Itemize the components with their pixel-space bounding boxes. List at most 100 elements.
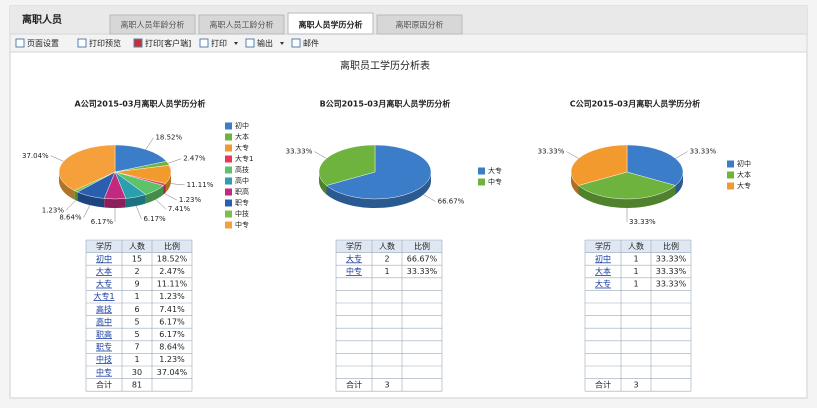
legend-swatch (727, 160, 734, 168)
tab[interactable] (376, 14, 463, 35)
pie-slice-side (77, 191, 105, 208)
tab[interactable] (198, 14, 285, 35)
table-header: 人数 (129, 241, 145, 251)
toolbar-button[interactable]: 打印 (211, 38, 227, 48)
table-total: 81 (132, 380, 142, 389)
pie-slice (326, 144, 432, 200)
table-link[interactable]: 高中 (96, 316, 112, 326)
leader-line (145, 137, 154, 150)
table-cell: 2 (384, 254, 389, 263)
leader-line (135, 205, 142, 220)
toolbar-icon (291, 38, 301, 48)
table-link[interactable]: 大本 (595, 266, 611, 276)
toolbar (9, 33, 808, 53)
data-label: 33.33% (629, 218, 656, 226)
leader-line (566, 151, 579, 159)
data-label: 1.23% (42, 206, 65, 214)
legend-label: 中技 (235, 209, 249, 218)
table-header-bg (336, 240, 442, 253)
table-link[interactable]: 大本 (96, 266, 112, 276)
legend-label: 大专 (737, 181, 751, 190)
legend-swatch (225, 155, 232, 163)
table-link[interactable]: 大专 (96, 279, 112, 289)
table-header: 比例 (164, 241, 180, 251)
leader-line (314, 151, 327, 159)
table-total: 合计 (346, 379, 362, 389)
table-total: 3 (633, 380, 638, 389)
table-link[interactable]: 中技 (96, 354, 112, 364)
pie-slice-side (675, 172, 683, 195)
leader-line (675, 151, 688, 159)
pie-slice-side (319, 172, 327, 195)
toolbar-button[interactable]: 页面设置 (27, 38, 59, 48)
legend-swatch (225, 210, 232, 218)
leader-line (170, 183, 185, 186)
table-header: 学历 (96, 241, 112, 251)
data-label: 11.11% (187, 181, 214, 189)
table-header: 学历 (595, 241, 611, 251)
pie-slice (578, 171, 676, 200)
data-label: 18.52% (155, 134, 182, 142)
toolbar-button[interactable]: 打印[客户端] (145, 38, 191, 48)
tab[interactable] (287, 12, 374, 35)
legend-label: 大本 (235, 132, 249, 141)
toolbar-button[interactable]: 输出 (257, 38, 273, 48)
legend-swatch (225, 221, 232, 229)
table-cell: 37.04% (157, 368, 188, 377)
pie-slice-side (104, 198, 126, 208)
table-cell: 30 (132, 368, 142, 377)
toolbar-button[interactable]: 邮件 (303, 38, 319, 48)
header-title: 离职人员 (22, 13, 62, 26)
table-cell: 1 (633, 267, 638, 276)
tab[interactable] (109, 14, 196, 35)
table-link[interactable]: 大专 (346, 253, 362, 263)
legend-swatch (727, 171, 734, 179)
tab-label[interactable]: 离职原因分析 (396, 20, 444, 30)
table-link[interactable]: 中专 (346, 266, 362, 276)
pie-slice-side (578, 185, 676, 209)
data-label: 66.67% (438, 198, 465, 206)
legend-label: 大本 (737, 170, 751, 179)
table-cell: 7 (134, 343, 139, 352)
legend-label: 中专 (235, 220, 249, 229)
table-cell: 33.33% (407, 267, 438, 276)
table-header-bg (585, 240, 691, 253)
pie-slice-side (571, 172, 579, 195)
table-cell: 5 (134, 330, 139, 339)
table-link[interactable]: 初中 (595, 253, 611, 263)
pie-slice (58, 144, 116, 191)
tab-label[interactable]: 离职人员年龄分析 (121, 20, 185, 30)
legend-swatch (225, 188, 232, 196)
table-link[interactable]: 大专1 (93, 291, 114, 301)
data-label: 37.04% (22, 152, 49, 160)
table-link[interactable]: 中专 (96, 367, 112, 377)
table-cell: 9 (134, 280, 139, 289)
legend-swatch (727, 182, 734, 190)
toolbar-button[interactable]: 打印预览 (89, 38, 121, 48)
pie-slice-side (125, 194, 146, 208)
tab-label[interactable]: 离职人员工龄分析 (210, 20, 274, 30)
pie-slice (570, 144, 628, 186)
legend-label: 初中 (737, 159, 751, 168)
toolbar-icon (77, 38, 87, 48)
table-link[interactable]: 职专 (96, 342, 112, 352)
pie-slice (318, 144, 376, 186)
chart-title: B公司2015-03月离职人员学历分析 (320, 99, 451, 109)
table-link[interactable]: 高技 (96, 304, 112, 314)
legend-label: 高中 (235, 176, 249, 185)
tab-label[interactable]: 离职人员学历分析 (299, 20, 363, 30)
dropdown-arrow[interactable] (234, 42, 238, 45)
dropdown-arrow[interactable] (280, 42, 284, 45)
table-link[interactable]: 大专 (595, 279, 611, 289)
pie-slice-side (326, 172, 431, 209)
table-header-bg (86, 240, 192, 253)
table-link[interactable]: 职高 (96, 329, 112, 339)
data-label: 33.33% (538, 148, 565, 156)
pie-slice (114, 144, 167, 173)
legend-swatch (225, 166, 232, 174)
toolbar-icon (199, 38, 209, 48)
table-link[interactable]: 初中 (96, 253, 112, 263)
legend-label: 高技 (235, 165, 249, 174)
table-cell: 6.17% (159, 317, 185, 326)
leader-line (164, 193, 178, 201)
